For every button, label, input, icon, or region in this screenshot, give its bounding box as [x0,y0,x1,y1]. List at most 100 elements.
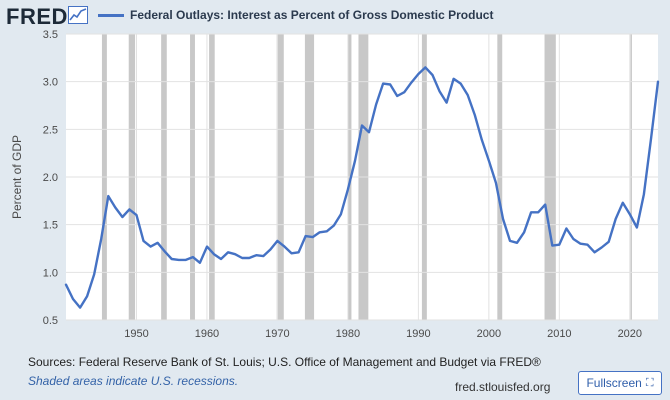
data-point [163,250,166,253]
data-point [523,231,525,234]
fullscreen-button[interactable]: Fullscreen ⛶ [578,371,662,395]
data-point [290,252,293,255]
data-point [262,255,265,257]
data-point [544,203,547,206]
data-point [206,245,208,248]
data-point [431,74,434,76]
data-point [297,251,300,254]
y-tick-label: 2.0 [43,172,58,184]
data-point [234,253,236,256]
y-tick-label: 2.5 [43,124,58,136]
data-point [509,240,511,242]
line-chart-icon [68,6,88,24]
data-point [311,236,314,238]
data-point [304,235,307,237]
data-point [333,224,335,227]
data-point [403,91,406,93]
data-point [213,253,215,256]
fred-logo[interactable]: FRED [6,4,68,29]
data-point [516,241,518,244]
data-point [410,81,413,84]
x-tick-label: 1980 [336,328,360,340]
data-point [276,240,279,242]
data-point [579,242,582,245]
data-point [382,82,384,85]
data-point [199,262,201,264]
data-point [481,139,483,141]
data-point [185,259,187,261]
data-points [65,66,659,309]
data-point [396,95,399,97]
data-point [572,238,575,240]
site-link[interactable]: fred.stlouisfed.org [455,380,551,394]
data-point [107,195,110,197]
data-point [220,258,222,260]
data-point [354,159,356,162]
data-point [135,214,138,216]
data-point [177,259,180,261]
data-point [269,248,272,251]
fullscreen-label: Fullscreen [586,376,642,390]
data-point [65,283,67,286]
y-axis-ticks: 0.5 1.0 1.5 2.0 2.5 3.0 3.5 [43,29,58,327]
x-tick-label: 2020 [618,328,642,340]
data-point [121,216,124,218]
data-point [473,114,476,116]
data-point [614,218,617,220]
data-point [466,94,469,96]
data-point [325,230,328,233]
data-point [495,181,497,184]
data-point [621,201,624,204]
x-tick-label: 2010 [547,328,571,340]
data-point [459,82,462,85]
data-point [657,80,659,83]
data-point [417,73,420,75]
data-point [650,138,652,140]
data-point [100,238,103,240]
data-point [537,211,539,214]
data-point [283,245,286,248]
data-point [502,218,504,220]
data-point [629,213,631,215]
data-point [114,206,117,209]
data-point [255,254,258,256]
y-tick-label: 1.5 [43,220,58,232]
data-point [248,257,251,259]
data-point [128,208,131,211]
data-point [565,227,568,230]
data-point [530,211,532,214]
legend: Federal Outlays: Interest as Percent of … [98,8,493,22]
y-tick-label: 3.0 [43,77,58,89]
data-point [79,306,81,309]
y-axis-title: Percent of GDP [10,135,24,219]
data-point [142,240,145,242]
legend-swatch [98,13,124,17]
data-point [227,251,229,254]
x-tick-label: 1990 [406,328,430,340]
x-tick-label: 2000 [477,328,501,340]
legend-label: Federal Outlays: Interest as Percent of … [130,8,494,22]
y-tick-label: 0.5 [43,315,58,327]
x-tick-label: 1950 [124,328,148,340]
chart-header: FRED Federal Outlays: Interest as Percen… [0,0,670,34]
data-point [192,256,194,258]
line-chart[interactable]: 0.51.01.52.02.53.03.5 1950 1960 1970 1980 19… [0,0,670,345]
x-tick-label: 1970 [265,328,289,340]
data-point [156,241,159,244]
x-axis-ticks: 1950 1960 1970 1980 1990 2000 2010 2020 [124,328,642,340]
data-point [643,193,645,195]
data-point [93,273,95,276]
data-point [593,251,596,254]
data-point [438,90,441,92]
data-point [551,244,554,247]
data-point [452,78,455,80]
data-point [86,295,88,297]
data-point [607,241,610,243]
x-tick-label: 1960 [195,328,219,340]
data-point [361,124,363,127]
data-point [445,101,448,104]
sources-note: Sources: Federal Reserve Bank of St. Lou… [28,355,541,369]
data-point [368,131,370,133]
data-point [636,226,638,229]
data-point [72,298,74,300]
